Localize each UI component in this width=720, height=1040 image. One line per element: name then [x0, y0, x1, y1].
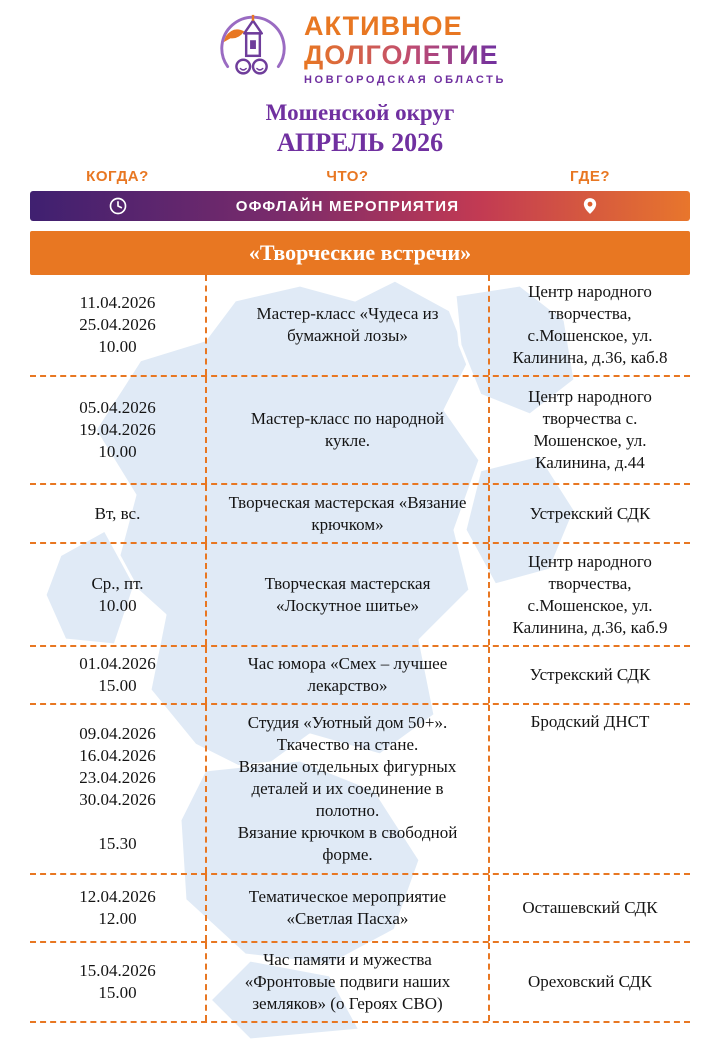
offline-events-label: ОФФЛАЙН МЕРОПРИЯТИЯ — [235, 197, 460, 215]
event-row: Вт, вс. Творческая мастерская «Вязание к… — [30, 485, 690, 544]
event-row: 01.04.2026 15.00 Час юмора «Смех – лучшее… — [30, 647, 690, 705]
event-what-cell: Час юмора «Смех – лучшее лекарство» — [205, 647, 490, 703]
logo-title-line1: АКТИВНОЕ — [304, 11, 463, 42]
event-what-cell: Мастер-класс «Чудеса из бумажной лозы» — [205, 275, 490, 375]
event-where-cell: Центр народного творчества с. Мошенское,… — [528, 387, 652, 472]
event-row: 11.04.2026 25.04.2026 10.00 Мастер-класс «… — [30, 275, 690, 377]
logo: АКТИВНОЕ ДОЛГОЛЕТИЕ НОВГОРОДСКАЯ ОБЛАСТЬ — [0, 0, 720, 88]
event-when-cell: Вт, вс. — [94, 503, 141, 523]
event-when-cell: Ср., пт. 10.00 — [91, 573, 144, 615]
event-where-cell: Бродский ДНСТ — [530, 712, 650, 731]
logo-subtitle: НОВГОРОДСКАЯ ОБЛАСТЬ — [304, 73, 506, 86]
event-where-cell: Центр народного творчества, с.Мошенское,… — [512, 282, 668, 367]
offline-events-bar: ОФФЛАЙН МЕРОПРИЯТИЯ — [30, 191, 690, 221]
event-when-cell: 12.04.2026 12.00 — [79, 887, 156, 928]
event-when-cell: 05.04.2026 19.04.2026 10.00 — [79, 398, 156, 461]
month-title: АПРЕЛЬ 2026 — [276, 128, 444, 157]
location-pin-icon — [490, 191, 690, 221]
column-header-when: КОГДА? — [86, 168, 149, 185]
event-row: Ср., пт. 10.00 Творческая мастерская «Лос… — [30, 544, 690, 647]
event-where-cell: Устрекский СДК — [529, 665, 651, 684]
event-what-cell: Тематическое мероприятие «Светлая Пасха» — [205, 875, 490, 941]
logo-emblem-icon — [214, 10, 292, 88]
logo-title-line2: ДОЛГОЛЕТИЕ — [304, 40, 499, 70]
event-what-cell: Час памяти и мужества «Фронтовые подвиги… — [205, 943, 490, 1021]
section-title: «Творческие встречи» — [248, 240, 472, 265]
event-when-cell: 15.04.2026 15.00 — [79, 961, 156, 1002]
column-header-what: ЧТО? — [326, 168, 369, 185]
event-row: 05.04.2026 19.04.2026 10.00 Мастер-класс п… — [30, 377, 690, 485]
event-where-cell: Ореховский СДК — [527, 972, 653, 991]
event-what-cell: Творческая мастерская «Вязание крючком» — [205, 485, 490, 542]
event-row: 09.04.2026 16.04.2026 23.04.2026 30.04.2026… — [30, 705, 690, 875]
column-header-where: ГДЕ? — [570, 168, 610, 185]
section-title-banner: «Творческие встречи» — [30, 231, 690, 275]
clock-icon — [30, 191, 205, 221]
event-what-cell: Мастер-класс по народной кукле. — [205, 377, 490, 483]
column-headers: КОГДА? ЧТО? ГДЕ? — [30, 168, 690, 185]
event-where-cell: Устрекский СДК — [529, 503, 651, 523]
event-where-cell: Центр народного творчества, с.Мошенское,… — [512, 551, 668, 637]
event-row: 15.04.2026 15.00 Час памяти и мужества «Ф… — [30, 943, 690, 1023]
event-what-cell: Творческая мастерская «Лоскутное шитье» — [205, 544, 490, 645]
event-what-cell: Студия «Уютный дом 50+». Ткачество на ста… — [205, 705, 490, 873]
event-row: 12.04.2026 12.00 Тематическое мероприятие… — [30, 875, 690, 943]
event-when-cell: 01.04.2026 15.00 — [79, 654, 156, 695]
event-when-cell: 11.04.2026 25.04.2026 10.00 — [79, 293, 156, 356]
events-table: 11.04.2026 25.04.2026 10.00 Мастер-класс «… — [30, 275, 690, 1023]
logo-text: АКТИВНОЕ ДОЛГОЛЕТИЕ НОВГОРОДСКАЯ ОБЛАСТЬ — [304, 12, 506, 85]
event-where-cell: Осташевский СДК — [522, 898, 658, 917]
district-title: Мошенской округ — [265, 100, 455, 125]
event-when-cell: 09.04.2026 16.04.2026 23.04.2026 30.04.2026… — [79, 724, 156, 853]
